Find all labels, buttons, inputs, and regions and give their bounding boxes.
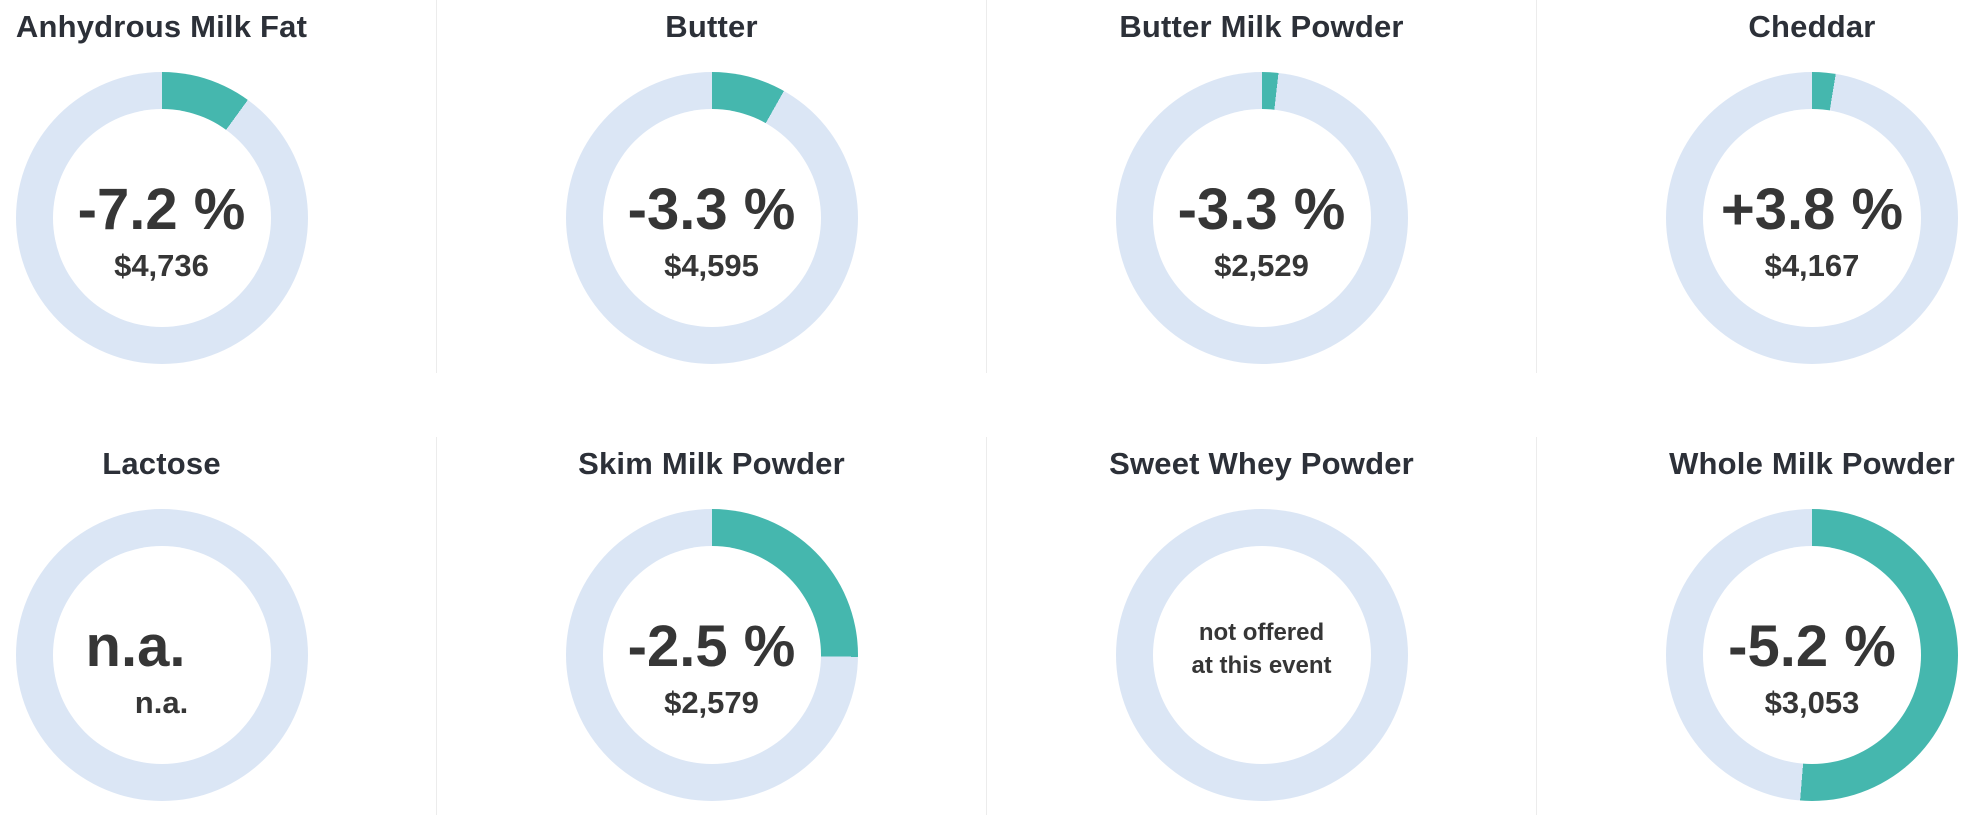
product-title: Lactose [102,446,221,481]
donut-hole [1703,546,1921,764]
price-change-value: n.a. [85,614,186,679]
product-title: Whole Milk Powder [1669,446,1955,481]
not-offered-note-line-1: not offered [1198,619,1325,646]
not-offered-note-line-2: at this event [1191,652,1332,679]
product-title: Anhydrous Milk Fat [15,9,308,44]
donut-hole [52,546,271,764]
average-price-value: $2,579 [664,685,759,720]
product-card-whole-milk-powder: Whole Milk Powder -5.2 % $3,053 [1537,437,1982,815]
product-card-sweet-whey-powder: Sweet Whey Powder not offered at this ev… [987,437,1537,815]
average-price-value: n.a. [134,685,189,720]
donut-hole [602,546,821,764]
donut-gauge: -2.5 % $2,579 [565,509,858,801]
product-card-cheddar: Cheddar +3.8 % $4,167 [1537,0,1982,373]
price-change-value: -3.3 % [1177,177,1346,242]
price-change-value: -5.2 % [1728,614,1896,679]
donut-hole [1703,109,1921,327]
product-title: Butter Milk Powder [1119,9,1404,44]
product-card-butter-milk-powder: Butter Milk Powder -3.3 % $2,529 [987,0,1537,373]
price-change-value: -3.3 % [627,177,796,242]
donut-gauge: -3.3 % $4,595 [565,72,858,364]
donut-gauge: n.a. n.a. [15,509,308,801]
donut-hole [1152,109,1371,327]
row-2: Lactose n.a. n.a. Skim Milk Powder -2.5 … [0,437,1982,815]
donut-gauge: not offered at this event [1115,509,1408,801]
average-price-value: $4,595 [664,248,759,283]
average-price-value: $2,529 [1214,248,1309,283]
product-title: Cheddar [1748,9,1876,44]
product-title: Skim Milk Powder [578,446,845,481]
donut-gauge: -3.3 % $2,529 [1115,72,1408,364]
donut-gauge: -5.2 % $3,053 [1666,509,1958,801]
donut-gauge: +3.8 % $4,167 [1666,72,1958,364]
product-card-skim-milk-powder: Skim Milk Powder -2.5 % $2,579 [437,437,987,815]
donut-hole [52,109,271,327]
average-price-value: $4,167 [1764,248,1860,283]
product-card-anhydrous-milk-fat: Anhydrous Milk Fat -7.2 % $4,736 [0,0,437,373]
product-title: Sweet Whey Powder [1109,446,1414,481]
average-price-value: $3,053 [1764,685,1860,720]
row-1: Anhydrous Milk Fat -7.2 % $4,736 Butter … [0,0,1982,373]
average-price-value: $4,736 [114,248,209,283]
price-change-value: -7.2 % [77,177,246,242]
product-card-butter: Butter -3.3 % $4,595 [437,0,987,373]
product-title: Butter [665,9,758,44]
donut-hole [602,109,821,327]
price-change-value: +3.8 % [1720,177,1904,242]
donut-hole [1152,546,1371,764]
product-card-lactose: Lactose n.a. n.a. [0,437,437,815]
donut-gauge: -7.2 % $4,736 [15,72,308,364]
price-change-value: -2.5 % [627,614,796,679]
